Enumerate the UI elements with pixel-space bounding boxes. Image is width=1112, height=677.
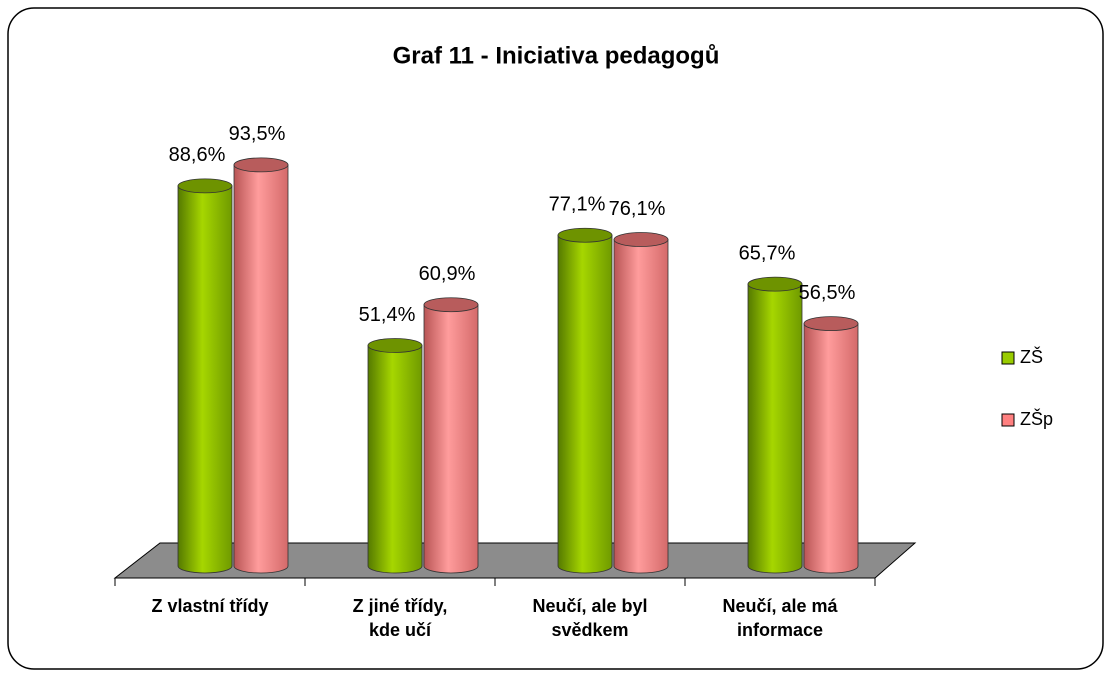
bar-top (233, 157, 289, 173)
bar (367, 345, 423, 574)
bar-top (423, 297, 479, 313)
value-label: 88,6% (169, 144, 226, 166)
floor (113, 542, 917, 579)
bar (557, 234, 613, 574)
bar-top (803, 316, 859, 332)
value-label: 65,7% (739, 242, 796, 264)
legend-label: ZŠp (1020, 408, 1053, 429)
bar (177, 185, 233, 574)
bar (613, 239, 669, 574)
legend-swatch (1001, 351, 1015, 365)
bar (233, 164, 289, 574)
x-tick-label: Z jiné třídy, kde učí (352, 596, 448, 640)
value-label: 51,4% (359, 304, 416, 326)
bar-top (613, 232, 669, 247)
value-label: 60,9% (419, 263, 476, 285)
separators (114, 578, 876, 586)
legend-label: ZŠ (1020, 346, 1043, 367)
x-tick-label: Z vlastní třídy (151, 596, 269, 616)
value-label: 76,1% (609, 198, 666, 220)
bar-top (747, 276, 803, 292)
bar-top (557, 227, 613, 243)
x-tick-label: Neučí, ale byl svědkem (532, 596, 648, 640)
value-label: 56,5% (799, 282, 856, 304)
bar (423, 304, 479, 574)
value-label: 77,1% (549, 194, 606, 216)
bar (747, 283, 803, 574)
bar-top (367, 338, 423, 353)
bar-top (177, 178, 233, 194)
bar (803, 323, 859, 574)
chart-title: Graf 11 - Iniciativa pedagogů (393, 42, 720, 69)
legend-swatch (1001, 413, 1015, 427)
x-tick-label: Neučí, ale má informace (722, 596, 838, 640)
value-label: 93,5% (229, 123, 286, 145)
